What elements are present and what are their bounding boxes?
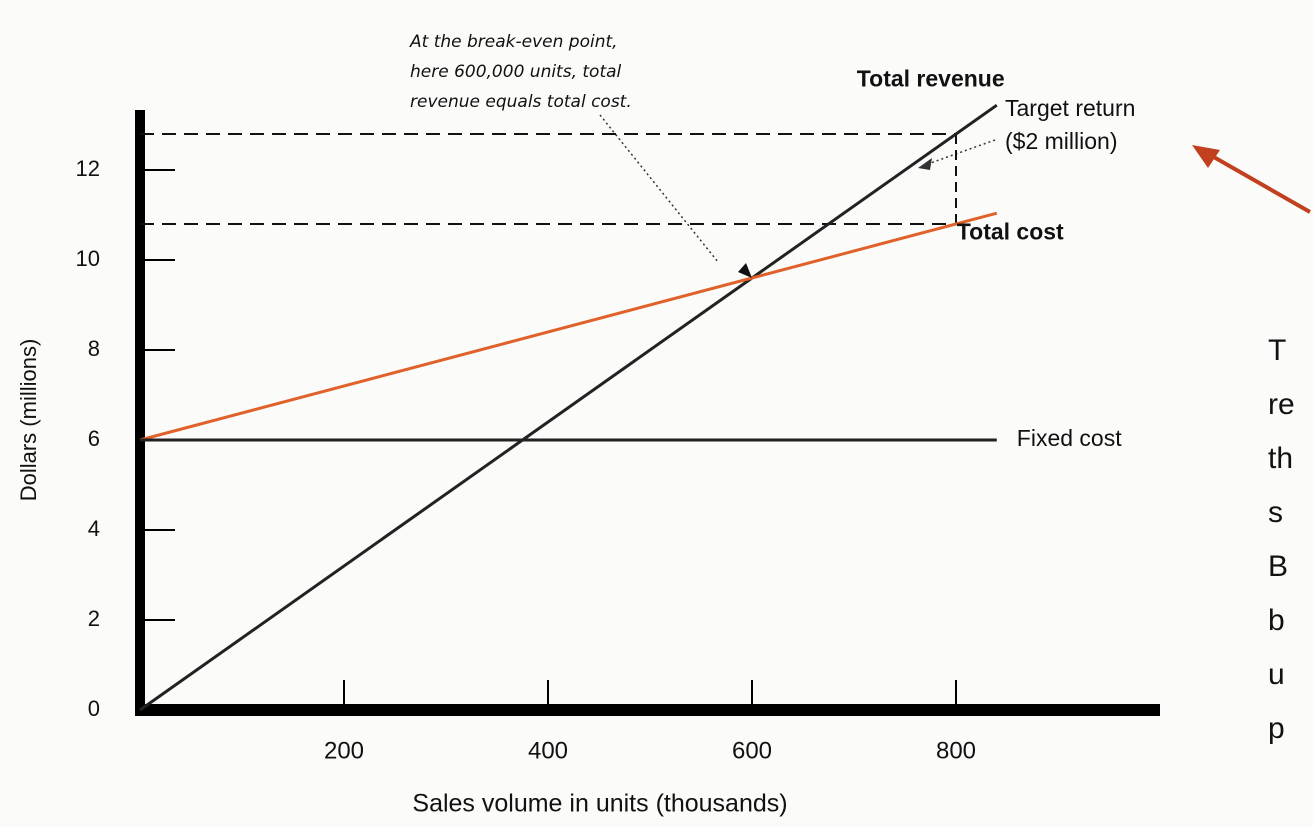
- side-text: p: [1268, 712, 1285, 745]
- annotation-line: revenue equals total cost.: [410, 92, 632, 112]
- annotation-pointer: [599, 114, 719, 263]
- side-text: B: [1268, 550, 1288, 583]
- y-axis-label: Dollars (millions): [16, 339, 41, 502]
- x-tick-label: 600: [732, 737, 772, 764]
- x-axis-label: Sales volume in units (thousands): [412, 790, 787, 818]
- x-tick-label: 400: [528, 737, 568, 764]
- side-text: re: [1268, 388, 1295, 421]
- y-tick-label: 0: [88, 696, 100, 721]
- series-label: Total cost: [957, 218, 1064, 244]
- side-text: s: [1268, 496, 1283, 529]
- side-text: u: [1268, 658, 1285, 691]
- series-line: [139, 211, 998, 442]
- y-tick-label: 6: [88, 426, 100, 451]
- red-arrow: [1204, 150, 1311, 214]
- y-tick-label: 12: [76, 156, 100, 181]
- side-text: b: [1268, 604, 1285, 637]
- y-tick-label: 8: [88, 336, 100, 361]
- y-tick-label: 4: [88, 516, 100, 541]
- red-arrowhead: [1192, 145, 1220, 168]
- target-pointer: [924, 139, 996, 166]
- target-label: Target return: [1005, 95, 1135, 121]
- x-tick-label: 200: [324, 737, 364, 764]
- target-label: ($2 million): [1005, 128, 1117, 154]
- annotation-line: At the break-even point,: [409, 32, 618, 52]
- break-even-marker: [738, 263, 752, 278]
- side-text: th: [1268, 442, 1293, 475]
- annotation-line: here 600,000 units, total: [410, 62, 622, 82]
- arrowhead: [918, 158, 932, 170]
- x-tick-label: 800: [936, 737, 976, 764]
- y-tick-label: 2: [88, 606, 100, 631]
- series-label: Fixed cost: [1017, 425, 1122, 451]
- series-label: Total revenue: [857, 65, 1005, 91]
- annotation: At the break-even point, here 600,000 un…: [409, 32, 632, 112]
- y-tick-label: 10: [76, 246, 100, 271]
- series-line: [139, 103, 998, 712]
- side-text: T: [1268, 334, 1286, 367]
